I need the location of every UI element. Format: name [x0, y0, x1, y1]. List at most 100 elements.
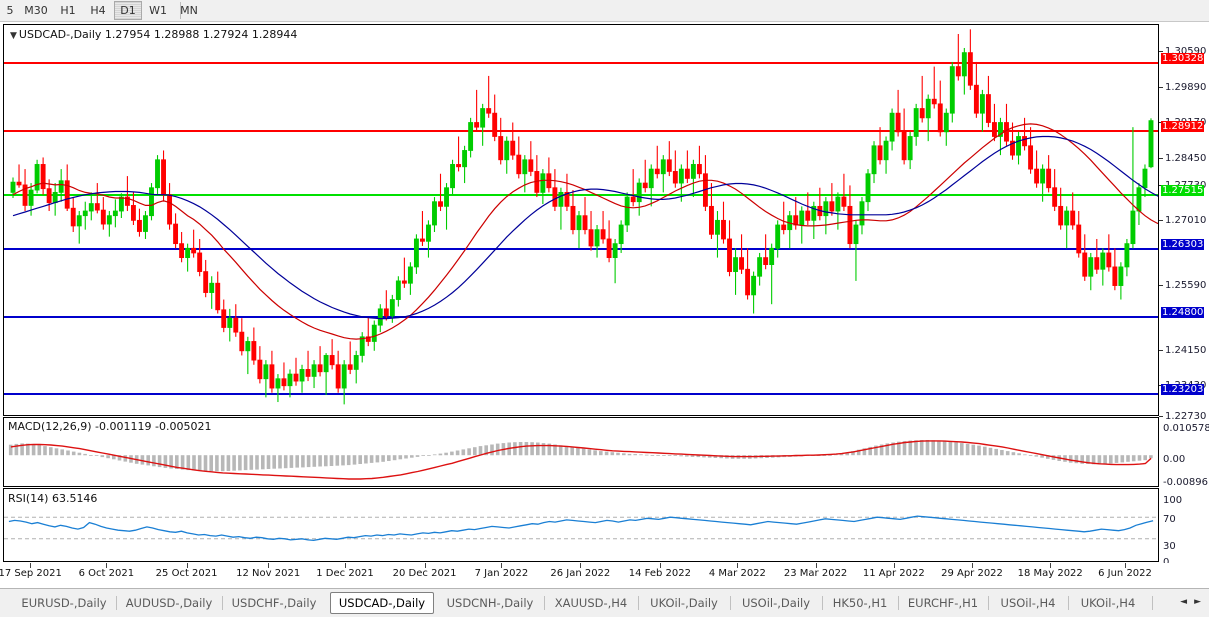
chart-tab-xauusdh4[interactable]: XAUUSD-,H4: [554, 596, 628, 610]
price-level-label-blue[interactable]: 1.26303: [1161, 239, 1205, 250]
candlestick: [383, 290, 389, 321]
macd-histogram-bar: [335, 455, 340, 466]
candlestick: [130, 192, 136, 225]
macd-panel[interactable]: MACD(12,26,9) -0.001119 -0.005021: [3, 417, 1159, 487]
candlestick: [985, 75, 991, 128]
macd-histogram-bar: [644, 454, 649, 456]
macd-histogram-bar: [874, 445, 878, 456]
timeframe-mn-button[interactable]: MN: [180, 4, 198, 17]
macd-histogram-bar: [450, 451, 454, 456]
candlestick: [16, 164, 22, 188]
macd-histogram-bar: [673, 455, 678, 456]
candlestick: [558, 187, 564, 230]
price-axis-tick: 1.24150: [1159, 345, 1206, 356]
tab-separator: [822, 596, 823, 610]
macd-histogram-bar: [656, 455, 660, 456]
macd-histogram-bar: [971, 444, 976, 456]
macd-histogram-bar: [83, 453, 87, 456]
macd-histogram-bar: [329, 455, 334, 466]
macd-histogram-bar: [473, 447, 477, 456]
candlestick: [787, 211, 793, 249]
candlestick: [149, 183, 154, 221]
macd-histogram-bar: [404, 455, 408, 459]
timeframe-m30-button[interactable]: M30: [24, 4, 48, 17]
date-axis-tick: [893, 563, 895, 568]
macd-histogram-bar: [690, 455, 695, 457]
macd-histogram-bar: [358, 455, 362, 464]
macd-histogram-bar: [1086, 455, 1090, 464]
timeframe-d1-button[interactable]: D1: [114, 1, 142, 20]
timeframe-h4-button[interactable]: H4: [90, 4, 106, 17]
candlestick: [1142, 164, 1148, 198]
tab-prev-arrow[interactable]: ◄: [1180, 597, 1187, 607]
candlestick: [823, 197, 829, 235]
chart-tab-ukoilh4[interactable]: UKOil-,H4: [1080, 596, 1136, 610]
candlestick: [227, 308, 233, 342]
chart-tab-hk50h1[interactable]: HK50-,H1: [832, 596, 888, 610]
macd-histogram-bar: [295, 455, 299, 468]
candlestick: [907, 131, 913, 170]
candlestick: [118, 193, 124, 219]
candlestick: [654, 145, 660, 179]
price-axis[interactable]: 1.305901.298901.291701.284501.277301.270…: [1159, 24, 1209, 568]
timeframe-h1-button[interactable]: H1: [60, 4, 76, 17]
chart-tab-eurchfh1[interactable]: EURCHF-,H1: [907, 596, 979, 610]
macd-histogram-bar: [541, 443, 546, 456]
rsi-panel[interactable]: RSI(14) 63.5146: [3, 488, 1159, 562]
macd-histogram-bar: [392, 455, 397, 461]
candlestick: [751, 271, 757, 314]
macd-histogram-bar: [432, 454, 437, 456]
macd-histogram-bar: [312, 455, 317, 467]
price-level-label-green[interactable]: 1.27515: [1161, 185, 1205, 196]
price-level-label-blue[interactable]: 1.24800: [1161, 307, 1205, 318]
date-axis-label: 6 Jun 2022: [1098, 568, 1152, 579]
date-axis-tick: [106, 563, 108, 568]
candlestick: [546, 157, 552, 193]
macd-histogram-bar: [175, 455, 179, 469]
candlestick: [865, 169, 871, 212]
price-level-label-red[interactable]: 1.28912: [1161, 121, 1205, 132]
macd-histogram-bar: [679, 455, 683, 457]
chart-tab-usdcaddaily[interactable]: USDCAD-,Daily: [330, 592, 434, 614]
toolbar-separator: [180, 2, 181, 19]
macd-histogram-bar: [960, 443, 964, 456]
collapse-icon[interactable]: ▼: [10, 31, 17, 41]
candlestick: [709, 183, 714, 239]
tab-next-arrow[interactable]: ►: [1194, 597, 1201, 607]
axis-tick-dash: [1159, 157, 1163, 159]
candlestick: [702, 155, 708, 212]
timeframe-w1-button[interactable]: W1: [149, 4, 167, 17]
macd-histogram-bar: [1120, 455, 1125, 463]
candlestick: [1118, 262, 1124, 300]
candlestick: [841, 173, 847, 212]
axis-tick-label: 1.25590: [1165, 280, 1207, 291]
candlestick: [239, 318, 245, 356]
chart-tab-ukoildaily[interactable]: UKOil-,Daily: [650, 596, 718, 610]
chart-tab-usdchfdaily[interactable]: USDCHF-,Daily: [231, 596, 317, 610]
candlestick: [1064, 206, 1070, 249]
date-axis-tick: [1050, 563, 1052, 568]
macd-histogram-bar: [1034, 455, 1039, 457]
macd-histogram-bar: [484, 445, 488, 456]
date-axis-label: 1 Dec 2021: [316, 568, 374, 579]
candlestick: [191, 229, 197, 258]
chart-tab-usoildaily[interactable]: USOil-,Daily: [741, 596, 811, 610]
candlestick: [257, 346, 263, 384]
macd-histogram-bar: [547, 443, 552, 456]
timeframe-5-button[interactable]: 5: [6, 4, 14, 17]
candlestick: [323, 353, 329, 396]
price-chart-panel[interactable]: ▼ USDCAD-,Daily 1.27954 1.28988 1.27924 1…: [3, 24, 1159, 416]
chart-tab-audusddaily[interactable]: AUDUSD-,Daily: [125, 596, 213, 610]
price-level-label-red[interactable]: 1.30328: [1161, 53, 1205, 64]
macd-histogram-bar: [919, 440, 924, 456]
price-level-label-blue[interactable]: 1.23203: [1161, 384, 1205, 395]
macd-histogram-bar: [862, 448, 867, 456]
chart-tab-usdcnhdaily[interactable]: USDCNH-,Daily: [446, 596, 534, 610]
ma-slow-line: [12, 135, 1158, 320]
chart-tab-usoilh4[interactable]: USOil-,H4: [1000, 596, 1056, 610]
date-axis-tick: [737, 563, 739, 568]
macd-histogram-bar: [662, 455, 666, 456]
candlestick: [672, 150, 678, 188]
macd-histogram-bar: [856, 449, 861, 456]
chart-tab-eurusddaily[interactable]: EURUSD-,Daily: [21, 596, 107, 610]
